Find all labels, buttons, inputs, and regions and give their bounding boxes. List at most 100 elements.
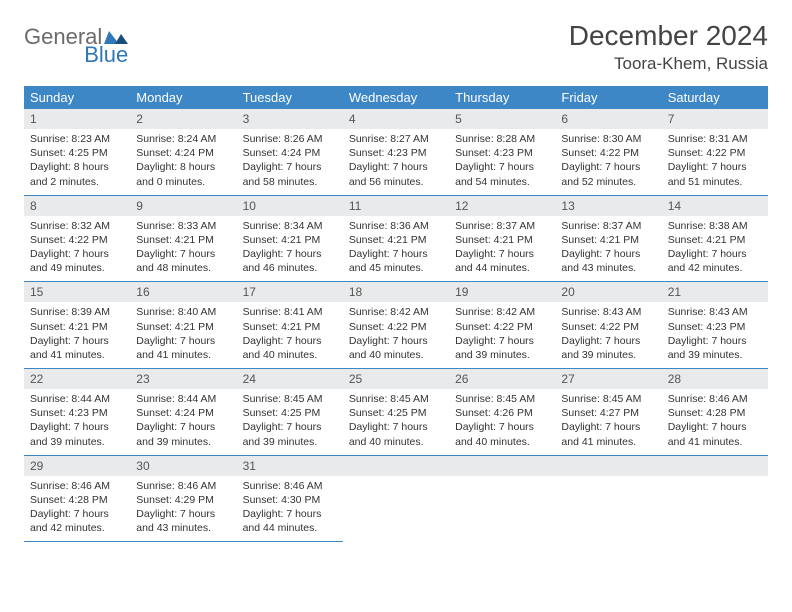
daylight-text-1: Daylight: 7 hours [455,420,549,434]
calendar-cell: 17Sunrise: 8:41 AMSunset: 4:21 PMDayligh… [237,282,343,369]
daylight-text-2: and 39 minutes. [561,348,655,362]
calendar-cell: 9Sunrise: 8:33 AMSunset: 4:21 PMDaylight… [130,195,236,282]
sunset-text: Sunset: 4:24 PM [243,146,337,160]
sunrise-text: Sunrise: 8:37 AM [455,219,549,233]
daylight-text-2: and 40 minutes. [455,435,549,449]
daylight-text-1: Daylight: 7 hours [30,507,124,521]
daylight-text-2: and 39 minutes. [30,435,124,449]
day-number: 12 [449,196,555,216]
day-details: Sunrise: 8:26 AMSunset: 4:24 PMDaylight:… [237,129,343,195]
day-number: 28 [662,369,768,389]
day-number: 1 [24,109,130,129]
calendar-cell: 11Sunrise: 8:36 AMSunset: 4:21 PMDayligh… [343,195,449,282]
calendar-cell: 25Sunrise: 8:45 AMSunset: 4:25 PMDayligh… [343,369,449,456]
sunset-text: Sunset: 4:21 PM [561,233,655,247]
daylight-text-1: Daylight: 7 hours [243,247,337,261]
day-number: 17 [237,282,343,302]
empty-day-bar [662,456,768,476]
logo: GeneralBlue [24,20,128,66]
daylight-text-1: Daylight: 7 hours [561,334,655,348]
daylight-text-2: and 48 minutes. [136,261,230,275]
daylight-text-2: and 45 minutes. [349,261,443,275]
calendar-cell: 7Sunrise: 8:31 AMSunset: 4:22 PMDaylight… [662,109,768,195]
sunrise-text: Sunrise: 8:26 AM [243,132,337,146]
daylight-text-1: Daylight: 7 hours [30,334,124,348]
daylight-text-2: and 41 minutes. [136,348,230,362]
sunrise-text: Sunrise: 8:40 AM [136,305,230,319]
sunset-text: Sunset: 4:25 PM [30,146,124,160]
day-number: 21 [662,282,768,302]
daylight-text-1: Daylight: 7 hours [455,334,549,348]
day-details: Sunrise: 8:23 AMSunset: 4:25 PMDaylight:… [24,129,130,195]
daylight-text-2: and 43 minutes. [136,521,230,535]
calendar-cell: 28Sunrise: 8:46 AMSunset: 4:28 PMDayligh… [662,369,768,456]
sunrise-text: Sunrise: 8:43 AM [561,305,655,319]
sunrise-text: Sunrise: 8:44 AM [30,392,124,406]
day-details: Sunrise: 8:46 AMSunset: 4:28 PMDaylight:… [662,389,768,455]
daylight-text-2: and 41 minutes. [561,435,655,449]
day-details: Sunrise: 8:38 AMSunset: 4:21 PMDaylight:… [662,216,768,282]
daylight-text-2: and 44 minutes. [455,261,549,275]
daylight-text-1: Daylight: 7 hours [243,420,337,434]
title-block: December 2024 Toora-Khem, Russia [569,20,768,74]
calendar-cell: 21Sunrise: 8:43 AMSunset: 4:23 PMDayligh… [662,282,768,369]
sunrise-text: Sunrise: 8:46 AM [30,479,124,493]
calendar-cell: 8Sunrise: 8:32 AMSunset: 4:22 PMDaylight… [24,195,130,282]
sunset-text: Sunset: 4:21 PM [455,233,549,247]
day-number: 4 [343,109,449,129]
calendar-cell: 24Sunrise: 8:45 AMSunset: 4:25 PMDayligh… [237,369,343,456]
sunrise-text: Sunrise: 8:44 AM [136,392,230,406]
sunrise-text: Sunrise: 8:28 AM [455,132,549,146]
calendar-cell: 6Sunrise: 8:30 AMSunset: 4:22 PMDaylight… [555,109,661,195]
daylight-text-1: Daylight: 7 hours [136,507,230,521]
sunrise-text: Sunrise: 8:34 AM [243,219,337,233]
day-number: 3 [237,109,343,129]
calendar-cell: 1Sunrise: 8:23 AMSunset: 4:25 PMDaylight… [24,109,130,195]
sunset-text: Sunset: 4:21 PM [349,233,443,247]
sunset-text: Sunset: 4:22 PM [455,320,549,334]
day-number: 19 [449,282,555,302]
sunrise-text: Sunrise: 8:41 AM [243,305,337,319]
day-number: 25 [343,369,449,389]
day-number: 27 [555,369,661,389]
calendar-cell: 13Sunrise: 8:37 AMSunset: 4:21 PMDayligh… [555,195,661,282]
sunset-text: Sunset: 4:28 PM [30,493,124,507]
sunrise-text: Sunrise: 8:45 AM [561,392,655,406]
day-details: Sunrise: 8:42 AMSunset: 4:22 PMDaylight:… [449,302,555,368]
daylight-text-2: and 40 minutes. [243,348,337,362]
daylight-text-2: and 42 minutes. [30,521,124,535]
day-details: Sunrise: 8:37 AMSunset: 4:21 PMDaylight:… [555,216,661,282]
day-number: 16 [130,282,236,302]
day-number: 13 [555,196,661,216]
daylight-text-1: Daylight: 7 hours [455,247,549,261]
daylight-text-1: Daylight: 7 hours [668,334,762,348]
sunrise-text: Sunrise: 8:31 AM [668,132,762,146]
sunrise-text: Sunrise: 8:45 AM [243,392,337,406]
daylight-text-1: Daylight: 7 hours [668,160,762,174]
sunset-text: Sunset: 4:21 PM [136,233,230,247]
sunrise-text: Sunrise: 8:38 AM [668,219,762,233]
sunrise-text: Sunrise: 8:30 AM [561,132,655,146]
calendar-cell: 5Sunrise: 8:28 AMSunset: 4:23 PMDaylight… [449,109,555,195]
day-number: 5 [449,109,555,129]
daylight-text-1: Daylight: 7 hours [30,420,124,434]
daylight-text-2: and 43 minutes. [561,261,655,275]
daylight-text-1: Daylight: 7 hours [668,420,762,434]
sunrise-text: Sunrise: 8:45 AM [349,392,443,406]
weekday-header: Saturday [662,86,768,109]
daylight-text-2: and 40 minutes. [349,435,443,449]
daylight-text-1: Daylight: 7 hours [349,334,443,348]
day-details: Sunrise: 8:30 AMSunset: 4:22 PMDaylight:… [555,129,661,195]
sunrise-text: Sunrise: 8:39 AM [30,305,124,319]
day-number: 24 [237,369,343,389]
sunrise-text: Sunrise: 8:33 AM [136,219,230,233]
sunrise-text: Sunrise: 8:36 AM [349,219,443,233]
sunset-text: Sunset: 4:27 PM [561,406,655,420]
calendar-row: 8Sunrise: 8:32 AMSunset: 4:22 PMDaylight… [24,195,768,282]
calendar-cell: 14Sunrise: 8:38 AMSunset: 4:21 PMDayligh… [662,195,768,282]
day-number: 14 [662,196,768,216]
calendar-cell [343,455,449,542]
daylight-text-1: Daylight: 7 hours [561,247,655,261]
sunset-text: Sunset: 4:23 PM [668,320,762,334]
sunset-text: Sunset: 4:25 PM [349,406,443,420]
